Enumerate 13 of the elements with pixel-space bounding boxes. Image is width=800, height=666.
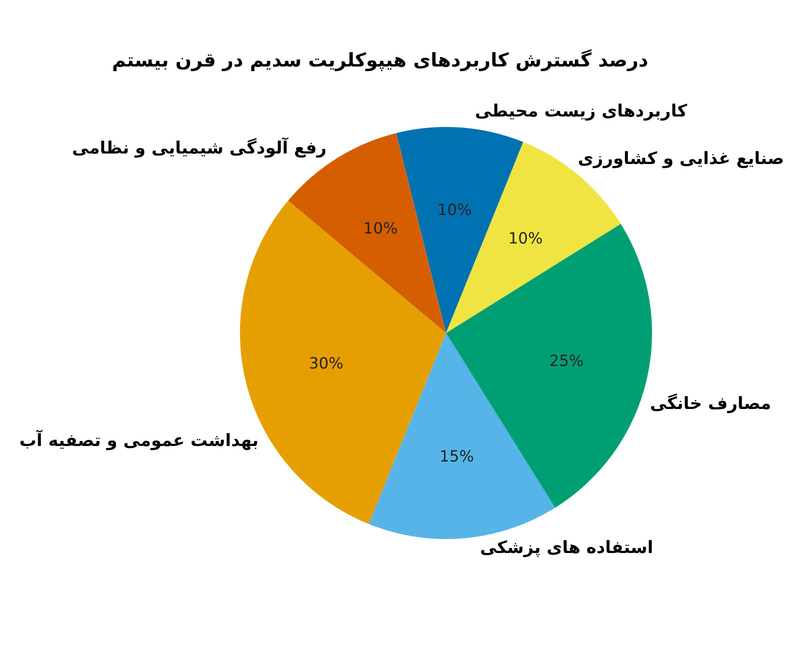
slice-label: صنایع غذایی و کشاورزی (578, 148, 784, 169)
slice-label: مصارف خانگی (650, 392, 772, 414)
data-label: 25% (549, 352, 584, 370)
slice-label: رفع آلودگی شیمیایی و نظامی (72, 136, 327, 159)
slice-label: استفاده های پزشکی (480, 538, 654, 558)
data-label: 15% (440, 448, 474, 466)
slice-label: بهداشت عمومی و تصفیه آب (19, 429, 259, 452)
data-label: 10% (508, 230, 543, 248)
data-label: 30% (308, 354, 344, 372)
chart-title: درصد گسترش کاربردهای هیپوکلریت سدیم در قرن بیستم (112, 48, 648, 72)
data-label: 10% (437, 201, 472, 220)
slice-label: کاربردهای زیست محیطی (474, 101, 688, 122)
data-label: 10% (363, 220, 398, 238)
